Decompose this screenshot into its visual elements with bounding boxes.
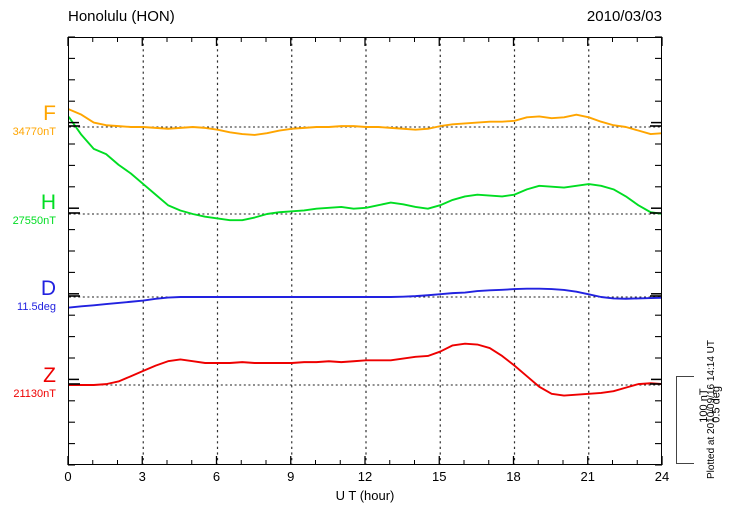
- component-symbol-d: D: [40, 277, 56, 300]
- x-tick-label-0: 0: [64, 469, 72, 484]
- x-tick-label-12: 12: [357, 469, 373, 484]
- component-symbol-h: H: [40, 191, 56, 214]
- plotted-timestamp: Plotted at 2010/09/16 14:14 UT: [706, 340, 717, 479]
- trace-f: [69, 108, 661, 136]
- x-tick-label-24: 24: [654, 469, 670, 484]
- scale-bar-group: 100 nT 0.5 deg: [662, 376, 723, 466]
- scale-bar-bracket: [676, 376, 694, 464]
- page-title: Honolulu (HON): [68, 8, 175, 25]
- plot-frame: [68, 37, 662, 465]
- date-title: 2010/03/03: [586, 8, 662, 25]
- component-baseline-f: 34770nT: [12, 126, 56, 138]
- x-tick-label-9: 9: [287, 469, 295, 484]
- component-symbol-z: Z: [43, 364, 56, 387]
- magnetogram-svg: [69, 38, 661, 464]
- component-label-d: D 11.5deg: [17, 278, 56, 313]
- component-label-h: H 27550nT: [13, 192, 56, 227]
- trace-z: [69, 342, 661, 397]
- x-axis-label: U T (hour): [335, 488, 395, 503]
- component-baseline-h: 27550nT: [12, 215, 56, 227]
- trace-d: [69, 287, 661, 309]
- component-baseline-z: 21130nT: [13, 388, 56, 400]
- component-label-f: F 34770nT: [13, 103, 56, 138]
- x-tick-label-6: 6: [212, 469, 221, 484]
- plot-canvas: [69, 38, 661, 464]
- component-label-z: Z 21130nT: [13, 365, 56, 400]
- x-tick-label-18: 18: [506, 469, 521, 484]
- component-symbol-f: F: [43, 102, 56, 125]
- component-baseline-d: 11.5deg: [17, 301, 56, 313]
- x-tick-label-15: 15: [432, 469, 447, 484]
- x-tick-label-3: 3: [138, 469, 146, 484]
- x-tick-label-21: 21: [580, 469, 595, 484]
- trace-h: [69, 116, 661, 222]
